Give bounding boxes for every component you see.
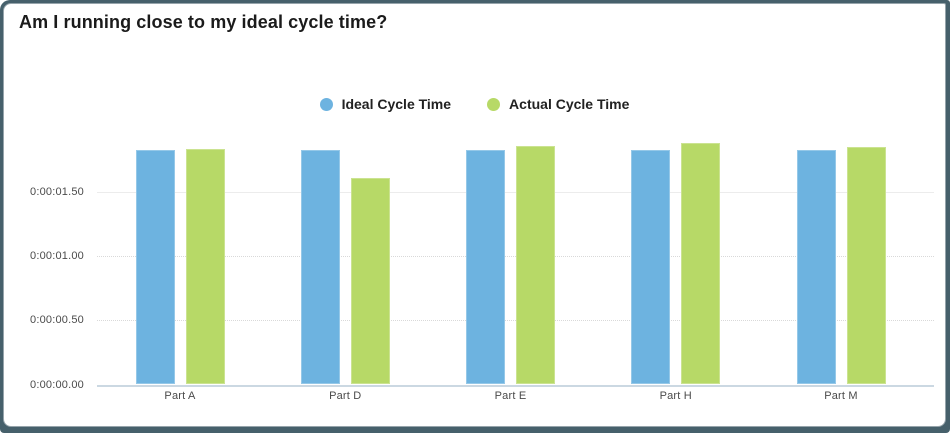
y-axis-tick-label: 0:00:00.50 xyxy=(30,314,84,327)
x-axis-label-part-h: Part H xyxy=(659,390,692,402)
legend-item-ideal[interactable]: Ideal Cycle Time xyxy=(319,96,452,112)
bar-ideal-cycle-time-part-d[interactable] xyxy=(300,149,340,385)
x-axis-label-part-e: Part E xyxy=(494,390,527,402)
gridline-0:00:00.00 xyxy=(97,384,934,387)
legend-label-ideal: Ideal Cycle Time xyxy=(341,96,452,112)
gridline-0:00:01.00 xyxy=(97,256,934,258)
x-axis-label-part-d: Part D xyxy=(329,390,362,402)
cycle-time-card: Am I running close to my ideal cycle tim… xyxy=(3,3,946,427)
y-axis-tick-label: 0:00:01.50 xyxy=(30,186,84,199)
bar-ideal-cycle-time-part-h[interactable] xyxy=(631,149,671,385)
bar-actual-cycle-time-part-e[interactable] xyxy=(516,145,555,385)
bar-actual-cycle-time-part-m[interactable] xyxy=(846,147,886,385)
x-axis-label-part-m: Part M xyxy=(824,390,858,402)
bar-actual-cycle-time-part-h[interactable] xyxy=(681,143,721,385)
bar-actual-cycle-time-part-a[interactable] xyxy=(185,148,225,385)
bar-ideal-cycle-time-part-m[interactable] xyxy=(796,149,836,385)
gridline-0:00:00.50 xyxy=(97,320,934,322)
x-axis-label-part-a: Part A xyxy=(164,390,196,402)
legend-item-actual[interactable]: Actual Cycle Time xyxy=(487,96,629,112)
chart-legend: Ideal Cycle Time Actual Cycle Time xyxy=(4,96,945,112)
bar-ideal-cycle-time-part-e[interactable] xyxy=(466,149,505,385)
bar-actual-cycle-time-part-d[interactable] xyxy=(350,178,390,385)
legend-label-actual: Actual Cycle Time xyxy=(509,96,630,112)
plot-area: 0:00:01.50 0:00:01.00 0:00:00.50 0:00:00.00… xyxy=(4,4,945,426)
page-title: Am I running close to my ideal cycle tim… xyxy=(19,12,388,32)
actual-series-dot-icon xyxy=(487,97,501,111)
bar-ideal-cycle-time-part-a[interactable] xyxy=(135,149,175,385)
gridline-0:00:01.50 xyxy=(97,192,934,194)
ideal-series-dot-icon xyxy=(319,97,333,111)
y-axis-tick-label: 0:00:01.00 xyxy=(30,250,84,263)
y-axis-tick-label: 0:00:00.00 xyxy=(30,378,84,391)
